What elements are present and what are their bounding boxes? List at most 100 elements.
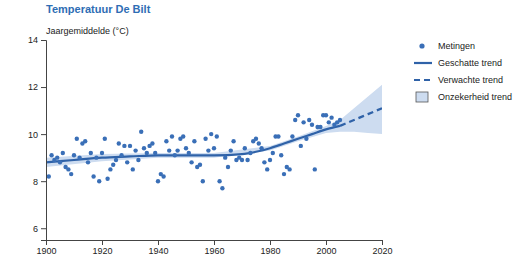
y-tick-label: 8 bbox=[33, 177, 38, 187]
point bbox=[173, 153, 177, 157]
point bbox=[175, 148, 179, 152]
point bbox=[212, 146, 216, 150]
x-tick-mark bbox=[46, 240, 47, 245]
plot-area bbox=[46, 85, 382, 191]
point bbox=[108, 167, 112, 171]
x-axis-line bbox=[47, 241, 383, 246]
point bbox=[94, 155, 98, 159]
chart: Temperatuur De BiltJaargemiddelde (°C)68… bbox=[0, 0, 518, 270]
point bbox=[201, 179, 205, 183]
x-tick: 1960 bbox=[204, 240, 224, 256]
point bbox=[125, 160, 129, 164]
x-tick-label: 1920 bbox=[92, 246, 112, 256]
point bbox=[223, 155, 227, 159]
point bbox=[55, 155, 59, 159]
point bbox=[89, 151, 93, 155]
point bbox=[139, 130, 143, 134]
point bbox=[142, 146, 146, 150]
x-tick: 2000 bbox=[316, 240, 336, 256]
trend-line bbox=[340, 108, 382, 126]
legend-symbol bbox=[414, 62, 432, 64]
point bbox=[114, 158, 118, 162]
legend-label: Metingen bbox=[438, 41, 475, 51]
x-tick-label: 2020 bbox=[372, 246, 392, 256]
point bbox=[156, 179, 160, 183]
legend-label: Verwachte trend bbox=[438, 75, 503, 85]
y-tick-mark bbox=[41, 40, 46, 41]
point bbox=[131, 167, 135, 171]
point bbox=[299, 144, 303, 148]
point bbox=[257, 141, 261, 145]
point bbox=[279, 153, 283, 157]
point bbox=[268, 158, 272, 162]
y-axis-title: Jaargemiddelde (°C) bbox=[46, 26, 129, 36]
point bbox=[209, 132, 213, 136]
point bbox=[293, 118, 297, 122]
y-tick-label: 10 bbox=[28, 129, 38, 139]
point bbox=[313, 167, 317, 171]
x-tick-label: 1960 bbox=[204, 246, 224, 256]
y-tick: 8 bbox=[33, 177, 46, 187]
point bbox=[271, 151, 275, 155]
x-tick: 1940 bbox=[148, 240, 168, 256]
y-tick-label: 12 bbox=[28, 82, 38, 92]
point bbox=[318, 125, 322, 129]
point bbox=[47, 174, 51, 178]
point bbox=[77, 155, 81, 159]
y-tick: 14 bbox=[28, 35, 46, 45]
point bbox=[206, 148, 210, 152]
point bbox=[83, 139, 87, 143]
y-tick-mark bbox=[41, 228, 46, 229]
point bbox=[198, 163, 202, 167]
legend-symbol bbox=[414, 79, 432, 81]
point bbox=[304, 137, 308, 141]
point bbox=[287, 167, 291, 171]
point bbox=[187, 151, 191, 155]
y-tick-mark bbox=[41, 87, 46, 88]
legend-symbol bbox=[419, 43, 424, 48]
point bbox=[61, 151, 65, 155]
point bbox=[240, 158, 244, 162]
x-tick-mark bbox=[102, 240, 103, 245]
point bbox=[105, 177, 109, 181]
x-tick-mark bbox=[270, 240, 271, 245]
point bbox=[220, 186, 224, 190]
legend-label: Onzekerheid trend bbox=[438, 92, 512, 102]
point bbox=[153, 151, 157, 155]
point bbox=[97, 179, 101, 183]
point bbox=[128, 144, 132, 148]
y-axis: 68101214 bbox=[28, 35, 47, 240]
point bbox=[189, 160, 193, 164]
point bbox=[184, 146, 188, 150]
point bbox=[167, 148, 171, 152]
point bbox=[338, 118, 342, 122]
point bbox=[248, 151, 252, 155]
point bbox=[161, 174, 165, 178]
point bbox=[259, 146, 263, 150]
point bbox=[282, 172, 286, 176]
y-tick: 10 bbox=[28, 129, 46, 139]
x-tick-label: 1980 bbox=[260, 246, 280, 256]
point bbox=[103, 137, 107, 141]
title: Temperatuur De Bilt bbox=[46, 3, 151, 15]
point bbox=[243, 146, 247, 150]
point bbox=[66, 167, 70, 171]
x-tick: 1900 bbox=[36, 240, 56, 256]
uncertainty-band bbox=[46, 85, 382, 167]
point bbox=[49, 153, 53, 157]
x-tick-mark bbox=[326, 240, 327, 245]
x-tick: 2020 bbox=[372, 240, 392, 256]
point bbox=[58, 160, 62, 164]
point bbox=[329, 115, 333, 119]
point bbox=[136, 158, 140, 162]
x-tick-label: 1900 bbox=[36, 246, 56, 256]
x-tick: 1920 bbox=[92, 240, 112, 256]
x-axis: 1900 1920 1940 1960 1980 2000 2020 bbox=[36, 240, 392, 256]
point bbox=[150, 141, 154, 145]
point bbox=[229, 148, 233, 152]
point bbox=[69, 172, 73, 176]
y-axis-line bbox=[41, 41, 47, 241]
point bbox=[324, 113, 328, 117]
point bbox=[100, 151, 104, 155]
point bbox=[307, 118, 311, 122]
